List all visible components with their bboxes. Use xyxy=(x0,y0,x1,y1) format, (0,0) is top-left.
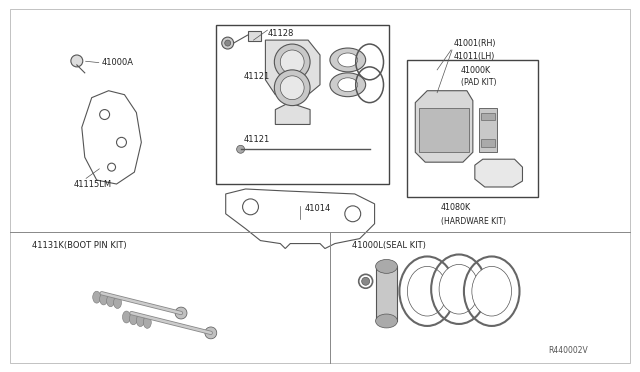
Circle shape xyxy=(237,145,244,153)
Text: 41121: 41121 xyxy=(244,135,270,144)
Ellipse shape xyxy=(107,295,115,307)
Ellipse shape xyxy=(136,315,145,327)
Ellipse shape xyxy=(93,291,100,303)
Circle shape xyxy=(243,199,259,215)
Bar xyxy=(376,266,397,321)
Circle shape xyxy=(108,163,116,171)
Ellipse shape xyxy=(275,70,310,106)
Text: 41001(RH): 41001(RH) xyxy=(454,39,497,48)
Text: (HARDWARE KIT): (HARDWARE KIT) xyxy=(441,217,506,226)
Text: 41000K: 41000K xyxy=(461,66,491,76)
Circle shape xyxy=(205,327,217,339)
Ellipse shape xyxy=(407,266,447,316)
Text: 41131K(BOOT PIN KIT): 41131K(BOOT PIN KIT) xyxy=(32,241,127,250)
Bar xyxy=(481,113,495,121)
Bar xyxy=(479,108,497,152)
Ellipse shape xyxy=(129,313,138,325)
Ellipse shape xyxy=(330,48,365,72)
Circle shape xyxy=(362,277,370,285)
Ellipse shape xyxy=(280,50,304,74)
Ellipse shape xyxy=(275,44,310,80)
Ellipse shape xyxy=(376,314,397,328)
Ellipse shape xyxy=(100,293,108,305)
Ellipse shape xyxy=(330,73,365,97)
Text: (PAD KIT): (PAD KIT) xyxy=(461,78,497,87)
Text: 41000A: 41000A xyxy=(102,58,134,67)
Text: 41014: 41014 xyxy=(305,204,332,213)
Text: 41080K: 41080K xyxy=(441,203,471,212)
Ellipse shape xyxy=(338,78,358,92)
Ellipse shape xyxy=(376,259,397,273)
Text: 41115LM: 41115LM xyxy=(74,180,112,189)
Polygon shape xyxy=(415,91,473,162)
Bar xyxy=(216,25,390,184)
Circle shape xyxy=(116,137,127,147)
Polygon shape xyxy=(475,159,522,187)
Text: 41011(LH): 41011(LH) xyxy=(454,52,495,61)
Ellipse shape xyxy=(143,317,151,328)
Circle shape xyxy=(225,40,230,46)
Circle shape xyxy=(345,206,361,222)
Circle shape xyxy=(221,37,234,49)
Ellipse shape xyxy=(439,264,479,314)
Circle shape xyxy=(100,110,109,119)
Ellipse shape xyxy=(122,311,131,323)
Ellipse shape xyxy=(113,296,122,308)
Ellipse shape xyxy=(280,76,304,100)
Ellipse shape xyxy=(472,266,511,316)
Circle shape xyxy=(175,307,187,319)
Text: 41128: 41128 xyxy=(268,29,294,38)
Bar xyxy=(407,60,538,197)
Circle shape xyxy=(71,55,83,67)
Bar xyxy=(248,31,262,41)
Text: R440002V: R440002V xyxy=(548,346,588,355)
Polygon shape xyxy=(419,108,469,152)
Bar xyxy=(481,140,495,147)
Text: 41121: 41121 xyxy=(244,72,270,81)
Text: 41000L(SEAL KIT): 41000L(SEAL KIT) xyxy=(352,241,426,250)
Polygon shape xyxy=(266,40,320,125)
Ellipse shape xyxy=(338,53,358,67)
